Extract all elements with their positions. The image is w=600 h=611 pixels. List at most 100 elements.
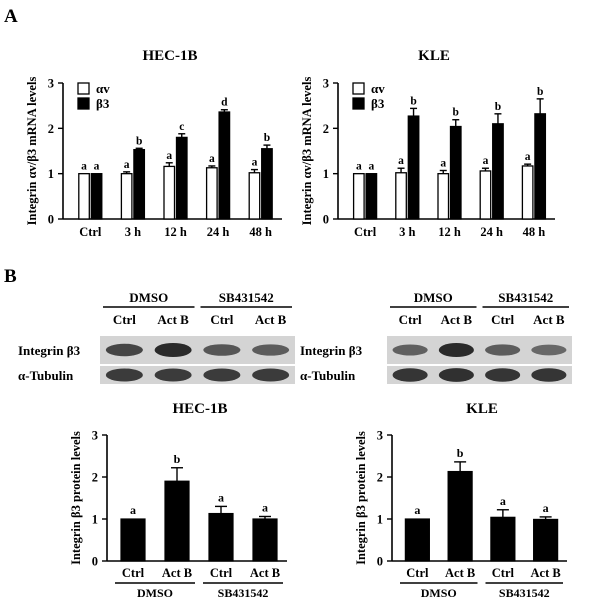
bar-protein: [252, 518, 278, 562]
significance-label: b: [453, 107, 459, 119]
blot-band: [252, 344, 290, 356]
blot-hec1b: DMSO SB431542 Ctrl Act B Ctrl Act B Integrin β…: [18, 290, 295, 384]
protein-0-y-tick-label: 3: [92, 429, 98, 443]
blot-row-label: Integrin β3: [300, 343, 363, 358]
significance-label: b: [410, 95, 416, 107]
bar-b3: [218, 111, 231, 220]
protein-0-y-tick-label: 0: [92, 555, 98, 569]
blot-lane-label: Ctrl: [399, 312, 422, 327]
mrna-1-y-tick-label: 3: [323, 77, 329, 91]
blot-row-label: Integrin β3: [18, 343, 81, 358]
significance-label: d: [221, 97, 228, 109]
significance-label: a: [209, 153, 215, 165]
x-tick-label: 24 h: [207, 225, 230, 239]
blot-group-label: SB431542: [498, 290, 553, 305]
significance-label: a: [81, 161, 87, 173]
significance-label: a: [440, 157, 446, 169]
bar-protein: [404, 518, 430, 562]
bar-av: [78, 173, 90, 220]
x-tick-label: 12 h: [164, 225, 187, 239]
protein-1-y-tick-label: 1: [377, 513, 383, 527]
blot-strip: [387, 366, 572, 384]
legend-label: β3: [371, 96, 385, 111]
x-tick-label: Ctrl: [492, 566, 515, 580]
protein-0-title: HEC-1B: [172, 401, 227, 417]
significance-label: b: [264, 132, 270, 144]
chart-kle-protein: 0 1 2 3 KLE Integrin β3 protein levels a Ctrl b A…: [354, 401, 567, 600]
bar-av: [120, 173, 133, 220]
blot-lane-label: Act B: [255, 312, 287, 327]
bar-av: [437, 173, 450, 220]
bar-protein: [447, 470, 473, 562]
mrna-1-y-tick-label: 2: [323, 122, 329, 136]
mrna-1-y-tick-label: 0: [323, 213, 329, 227]
significance-label: b: [495, 101, 501, 113]
bar-b3: [365, 173, 378, 220]
legend-swatch: [352, 97, 365, 110]
significance-label: a: [414, 503, 420, 517]
bar-protein: [490, 516, 516, 562]
chart-hec1b-mrna: 0 1 2 3 HEC-1B Integrin αv/β3 mRNA levels Ctrl…: [25, 48, 282, 239]
x-tick-label: Act B: [445, 566, 475, 580]
x-tick-label: Act B: [250, 566, 280, 580]
blot-row-label: α-Tubulin: [300, 368, 356, 383]
protein-0-y-tick-label: 1: [92, 513, 98, 527]
significance-label: a: [525, 151, 531, 163]
significance-label: a: [483, 155, 489, 167]
bar-av: [395, 172, 407, 220]
blot-band: [252, 368, 290, 382]
x-tick-label: Act B: [531, 566, 561, 580]
bar-av: [521, 165, 534, 220]
significance-label: b: [537, 86, 543, 98]
bar-av: [163, 165, 176, 220]
x-tick-label: Ctrl: [354, 225, 377, 239]
bar-b3: [90, 173, 103, 220]
blot-kle: DMSO SB431542 Ctrl Act B Ctrl Act B Integrin β…: [300, 290, 572, 384]
mrna-1-y-label: Integrin αv/β3 mRNA levels: [300, 77, 314, 226]
blot-group-label: DMSO: [414, 290, 453, 305]
legend-swatch: [77, 82, 90, 95]
protein-1-y-tick-label: 3: [377, 429, 383, 443]
significance-label: a: [398, 155, 404, 167]
x-tick-label: Ctrl: [79, 225, 102, 239]
blot-band: [203, 344, 241, 356]
significance-label: c: [179, 121, 184, 133]
mrna-0-y-label: Integrin αv/β3 mRNA levels: [25, 77, 39, 226]
blot-band: [203, 368, 241, 382]
x-tick-label: 3 h: [125, 225, 141, 239]
blot-lane-label: Act B: [533, 312, 565, 327]
significance-label: a: [218, 490, 224, 504]
group-label: SB431542: [499, 586, 550, 600]
bar-b3: [534, 113, 547, 220]
significance-label: a: [500, 494, 506, 508]
panel-label-b: B: [4, 266, 17, 287]
bar-b3: [492, 123, 504, 220]
blot-group-label: SB431542: [219, 290, 274, 305]
blot-lane-label: Ctrl: [113, 312, 136, 327]
blot-band: [531, 368, 567, 382]
significance-label: b: [174, 452, 181, 466]
bar-protein: [164, 480, 190, 562]
blot-band: [438, 343, 474, 357]
blot-band: [105, 343, 143, 357]
panel-label-a: A: [4, 6, 18, 27]
significance-label: a: [356, 161, 362, 173]
x-tick-label: Ctrl: [406, 566, 429, 580]
blot-band: [105, 368, 143, 382]
mrna-0-y-tick-label: 3: [48, 77, 54, 91]
group-label: SB431542: [218, 586, 269, 600]
bar-av: [479, 170, 492, 220]
blot-band: [531, 344, 567, 356]
bar-protein: [533, 518, 559, 562]
protein-0-y-tick-label: 2: [92, 471, 98, 485]
blot-row-label: α-Tubulin: [18, 368, 74, 383]
significance-label: b: [457, 446, 464, 460]
blot-band: [154, 368, 192, 382]
group-label: DMSO: [421, 586, 457, 600]
legend-swatch: [77, 97, 90, 110]
significance-label: a: [252, 157, 258, 169]
protein-1-y-label: Integrin β3 protein levels: [354, 431, 368, 565]
blot-strip: [100, 366, 295, 384]
